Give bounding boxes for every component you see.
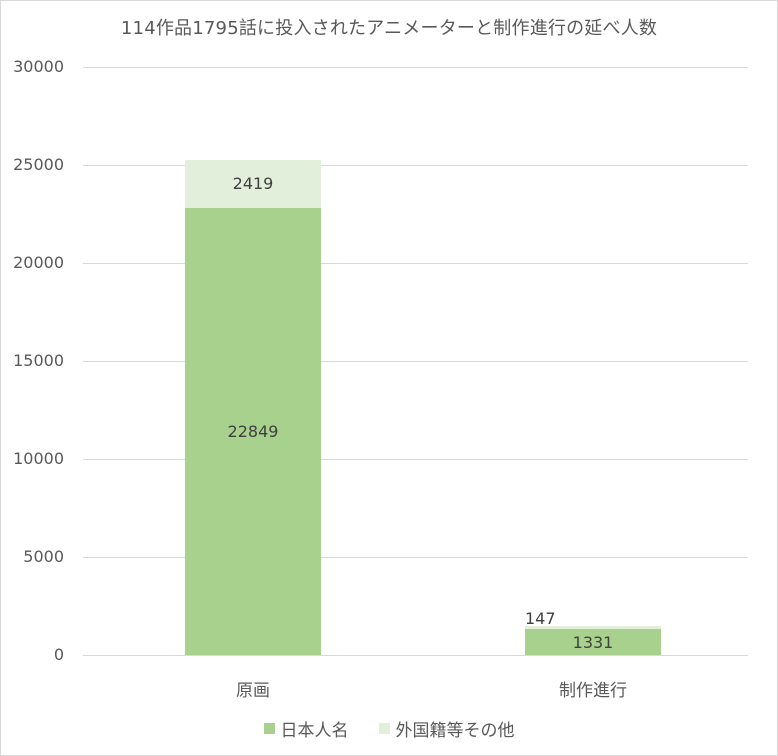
legend-item-japanese: 日本人名 [263,716,349,741]
legend-swatch-icon [263,723,275,734]
legend: 日本人名 外国籍等その他 [0,716,778,741]
x-tick: 制作進行 [559,681,627,701]
gridline-15000 [83,361,748,362]
chart-title: 114作品1795話に投入されたアニメーターと制作進行の延べ人数 [120,18,658,39]
legend-item-other: 外国籍等その他 [378,716,515,741]
y-tick: 15000 [13,351,64,370]
y-tick: 0 [53,645,64,664]
x-axis-line [83,655,748,656]
y-tick: 25000 [13,155,64,174]
gridline-25000 [83,165,748,166]
gridline-5000 [83,557,748,558]
bar-genga-other: 2419 [185,160,321,208]
legend-label: 外国籍等その他 [395,721,515,741]
data-label: 2419 [232,174,274,193]
bar-seisaku-japanese: 1331 [525,629,661,655]
bar-genga-japanese: 22849 [185,208,321,655]
gridline-30000 [83,67,748,68]
data-label: 147 [525,609,556,628]
x-tick: 原画 [236,681,270,701]
y-tick: 10000 [13,449,64,468]
gridline-10000 [83,459,748,460]
data-label: 1331 [572,633,614,652]
data-label: 22849 [227,422,279,441]
bar-seisaku-other: 147 [525,609,661,629]
legend-swatch-icon [378,723,390,734]
y-tick: 30000 [13,57,64,76]
y-tick: 20000 [13,253,64,272]
y-tick: 5000 [23,547,64,566]
gridline-20000 [83,263,748,264]
legend-label: 日本人名 [280,721,349,741]
